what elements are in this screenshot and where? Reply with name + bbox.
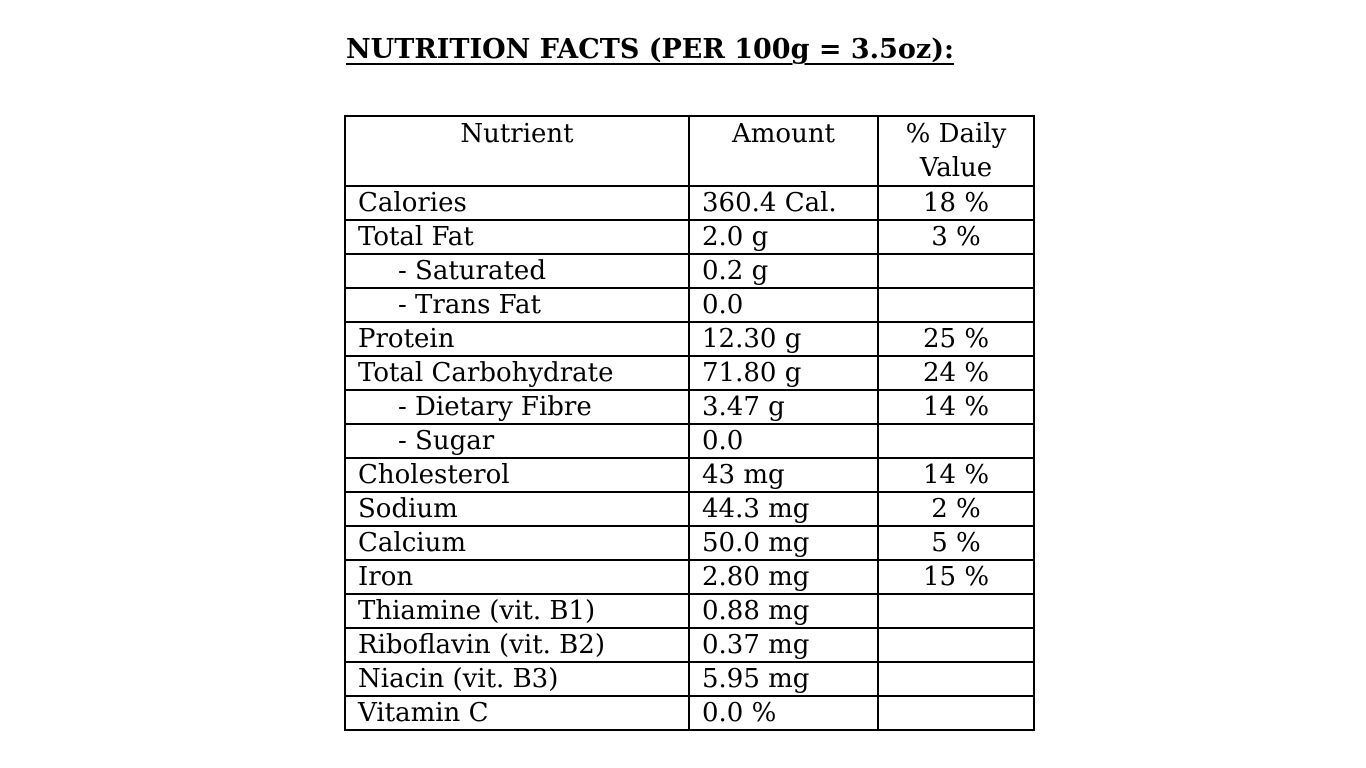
table-row: - Sugar 0.0 (344, 423, 1035, 459)
table-row: - Dietary Fibre 3.47 g 14 % (344, 389, 1035, 425)
daily-value-header-line1: % Daily (905, 119, 1007, 149)
daily-value-cell: 5 % (877, 525, 1035, 561)
table-row: Thiamine (vit. B1) 0.88 mg (344, 593, 1035, 629)
amount-cell: 0.0 (688, 287, 879, 323)
daily-value-cell: 25 % (877, 321, 1035, 357)
daily-value-cell (877, 593, 1035, 629)
amount-cell: 5.95 mg (688, 661, 879, 697)
table-row: Calories 360.4 Cal. 18 % (344, 185, 1035, 221)
nutrient-cell: - Trans Fat (344, 287, 690, 323)
table-row: Sodium 44.3 mg 2 % (344, 491, 1035, 527)
amount-cell: 50.0 mg (688, 525, 879, 561)
column-header-amount: Amount (688, 115, 879, 187)
nutrient-cell: Thiamine (vit. B1) (344, 593, 690, 629)
amount-cell: 0.0 (688, 423, 879, 459)
daily-value-cell (877, 423, 1035, 459)
daily-value-cell: 24 % (877, 355, 1035, 391)
daily-value-cell: 14 % (877, 457, 1035, 493)
daily-value-header-line2: Value (919, 153, 993, 183)
daily-value-cell (877, 287, 1035, 323)
nutrient-cell: - Dietary Fibre (344, 389, 690, 425)
nutrient-cell: - Saturated (344, 253, 690, 289)
nutrient-cell: Calories (344, 185, 690, 221)
amount-cell: 0.2 g (688, 253, 879, 289)
daily-value-cell: 14 % (877, 389, 1035, 425)
daily-value-cell (877, 695, 1035, 731)
daily-value-cell: 18 % (877, 185, 1035, 221)
amount-cell: 360.4 Cal. (688, 185, 879, 221)
amount-cell: 2.80 mg (688, 559, 879, 595)
table-row: Niacin (vit. B3) 5.95 mg (344, 661, 1035, 697)
daily-value-cell (877, 661, 1035, 697)
amount-cell: 71.80 g (688, 355, 879, 391)
column-header-daily-value: % Daily Value (877, 115, 1035, 187)
amount-cell: 44.3 mg (688, 491, 879, 527)
daily-value-cell: 2 % (877, 491, 1035, 527)
table-row: - Saturated 0.2 g (344, 253, 1035, 289)
table-row: Iron 2.80 mg 15 % (344, 559, 1035, 595)
table-row: Calcium 50.0 mg 5 % (344, 525, 1035, 561)
daily-value-cell: 15 % (877, 559, 1035, 595)
nutrient-cell: Total Fat (344, 219, 690, 255)
nutrient-cell: Vitamin C (344, 695, 690, 731)
daily-value-cell (877, 627, 1035, 663)
table-row: Vitamin C 0.0 % (344, 695, 1035, 731)
table-row: Riboflavin (vit. B2) 0.37 mg (344, 627, 1035, 663)
amount-cell: 0.37 mg (688, 627, 879, 663)
amount-cell: 2.0 g (688, 219, 879, 255)
amount-cell: 3.47 g (688, 389, 879, 425)
table-row: Protein 12.30 g 25 % (344, 321, 1035, 357)
daily-value-cell: 3 % (877, 219, 1035, 255)
amount-cell: 0.88 mg (688, 593, 879, 629)
nutrient-cell: Protein (344, 321, 690, 357)
page-title: NUTRITION FACTS (PER 100g = 3.5oz): (346, 34, 954, 65)
nutrient-cell: Calcium (344, 525, 690, 561)
amount-cell: 0.0 % (688, 695, 879, 731)
table-row: - Trans Fat 0.0 (344, 287, 1035, 323)
nutrient-cell: - Sugar (344, 423, 690, 459)
nutrition-table: Nutrient Amount % Daily Value Calories 360… (344, 115, 1035, 731)
nutrient-cell: Cholesterol (344, 457, 690, 493)
nutrient-cell: Riboflavin (vit. B2) (344, 627, 690, 663)
table-header-row: Nutrient Amount % Daily Value (344, 115, 1035, 187)
amount-cell: 12.30 g (688, 321, 879, 357)
table-row: Cholesterol 43 mg 14 % (344, 457, 1035, 493)
nutrient-cell: Iron (344, 559, 690, 595)
table-row: Total Carbohydrate 71.80 g 24 % (344, 355, 1035, 391)
nutrient-cell: Total Carbohydrate (344, 355, 690, 391)
column-header-nutrient: Nutrient (344, 115, 690, 187)
amount-cell: 43 mg (688, 457, 879, 493)
daily-value-cell (877, 253, 1035, 289)
nutrient-cell: Niacin (vit. B3) (344, 661, 690, 697)
nutrient-cell: Sodium (344, 491, 690, 527)
